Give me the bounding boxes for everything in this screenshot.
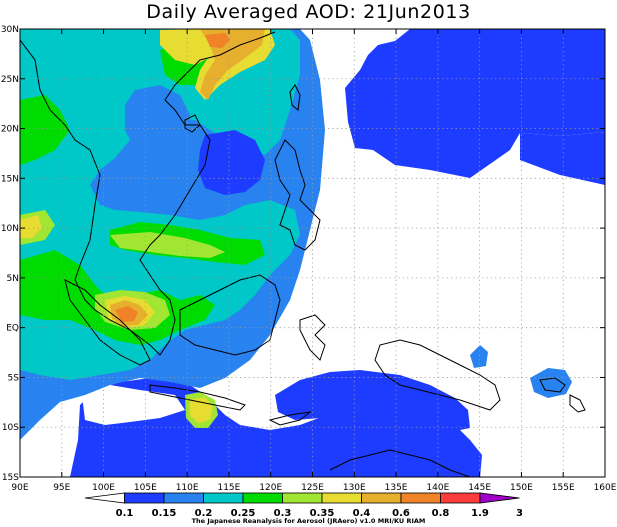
lon-tick-label: 140E <box>426 483 449 493</box>
lat-tick-label: 5N <box>7 274 19 284</box>
colorbar-cell <box>321 492 362 504</box>
lon-tick-label: 125E <box>301 483 324 493</box>
colorbar-cell <box>361 492 402 504</box>
colorbar-cell <box>84 492 125 504</box>
lon-tick-label: 100E <box>92 483 115 493</box>
lon-tick-label: 110E <box>176 483 199 493</box>
lat-tick-label: 20N <box>1 125 19 135</box>
colorbar-label: 1.9 <box>471 508 489 519</box>
aod-region-0-25 <box>20 40 265 345</box>
colorbar-label: 0.2 <box>195 508 213 519</box>
coastline-australia-north <box>329 449 471 477</box>
aod-region-ne-png-blue <box>470 345 488 368</box>
colorbar-cell <box>400 492 441 504</box>
lat-tick-label: 5S <box>8 373 20 383</box>
colorbar-cell <box>124 492 165 504</box>
lon-tick-label: 155E <box>552 483 575 493</box>
coastline-philippines <box>274 139 321 251</box>
aod-region-east-blue <box>520 132 605 185</box>
coastline-borneo <box>179 274 281 356</box>
colorbar-label: 0.25 <box>231 508 256 519</box>
coastline-sulawesi <box>299 314 326 361</box>
aod-region-white-south <box>82 385 185 425</box>
aod-region-indochina-blue <box>125 85 190 160</box>
lon-tick-label: 160E <box>594 483 617 493</box>
lat-tick-label: 10S <box>2 423 19 433</box>
colorbar-label: 0.6 <box>392 508 410 519</box>
lon-tick-label: 115E <box>217 483 240 493</box>
lon-tick-label: 90E <box>11 483 28 493</box>
aod-region-png-blue <box>275 370 470 432</box>
gridlines <box>20 29 605 477</box>
coastline-sumatra <box>64 279 151 366</box>
colorbar-label: 3 <box>516 508 523 519</box>
colorbar-label: 0.1 <box>116 508 134 519</box>
lon-tick-label: 120E <box>259 483 282 493</box>
lon-tick-label: 130E <box>343 483 366 493</box>
aod-region-0-10 <box>20 29 605 477</box>
aod-region-white-borneo-sea <box>285 328 450 378</box>
lat-tick-label: 15N <box>1 174 19 184</box>
coastline-taiwan <box>289 84 301 111</box>
lat-tick-label: 30N <box>1 25 19 35</box>
colorbar-label: 0.15 <box>152 508 177 519</box>
lon-tick-label: 150E <box>510 483 533 493</box>
lon-tick-label: 105E <box>134 483 157 493</box>
colorbar-cell <box>440 492 481 504</box>
credit-text: The Japanese Reanalysis for Aerosol (JRA… <box>191 517 426 525</box>
colorbar-label: 0.8 <box>432 508 450 519</box>
lat-tick-label: 15S <box>2 473 19 483</box>
colorbar-cell <box>282 492 323 504</box>
coastline-timor <box>268 411 312 426</box>
coastline-java <box>149 384 246 411</box>
colorbar-label: 0.35 <box>310 508 335 519</box>
coastline-indochina <box>20 31 276 356</box>
lon-tick-label: 135E <box>385 483 408 493</box>
lon-tick-label: 145E <box>468 483 491 493</box>
lat-tick-label: 10N <box>1 224 19 234</box>
coastline-new-guinea <box>374 339 501 411</box>
lon-tick-label: 95E <box>53 483 70 493</box>
colorbar-cell <box>203 492 244 504</box>
colorbar-cell <box>479 492 520 504</box>
map-title: Daily Averaged AOD: 21Jun2013 <box>146 1 471 23</box>
aod-contour-fills <box>20 29 605 477</box>
colorbar-label: 0.3 <box>274 508 292 519</box>
colorbar-cell <box>163 492 204 504</box>
colorbar-cell <box>242 492 283 504</box>
lat-tick-label: EQ <box>6 324 19 334</box>
lat-tick-label: 25N <box>1 75 19 85</box>
coastline-solomons <box>539 377 586 413</box>
colorbar-label: 0.4 <box>353 508 371 519</box>
aod-region-scs-blue <box>198 130 265 195</box>
colorbar: 0.1 0.15 0.2 0.25 0.3 0.35 0.4 0.6 0.8 1.9 3 <box>84 492 523 519</box>
axis-ticks: 90E 95E 100E 105E 110E 115E 120E 125E 130E 135E 14… <box>1 25 617 493</box>
